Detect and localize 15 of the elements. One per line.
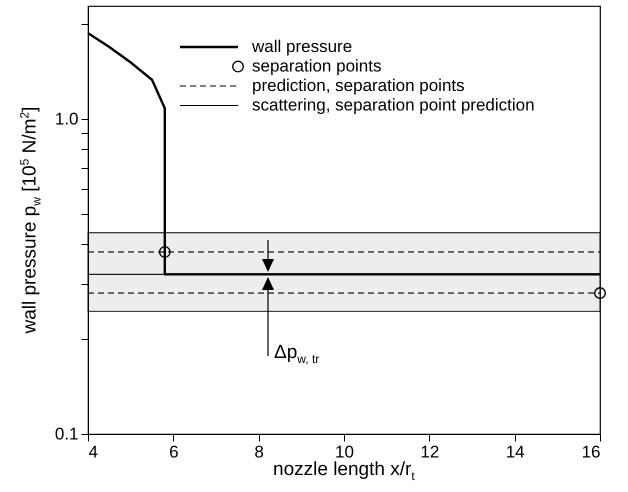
x-tick-label: 6 xyxy=(169,442,179,462)
x-axis-title: nozzle length x/r$_{t}$ xyxy=(273,459,415,483)
legend-label: separation points xyxy=(252,56,382,76)
annotation: Δp$_{w, tr}$ xyxy=(274,342,320,366)
x-tick-label: 16 xyxy=(582,442,600,462)
x-tick-label: 8 xyxy=(254,442,264,462)
x-tick-label: 14 xyxy=(506,442,525,462)
legend-label: scattering, separation point prediction xyxy=(252,96,535,114)
legend-label: wall pressure xyxy=(251,37,352,56)
x-tick-label: 12 xyxy=(420,442,440,462)
x-tick-label: 4 xyxy=(88,442,98,462)
legend-label: prediction, separation points xyxy=(252,76,465,95)
x-tick-label: 10 xyxy=(335,442,354,462)
y-tick-label: 1.0 xyxy=(54,109,78,128)
y-tick-label: 0.1 xyxy=(54,424,78,444)
